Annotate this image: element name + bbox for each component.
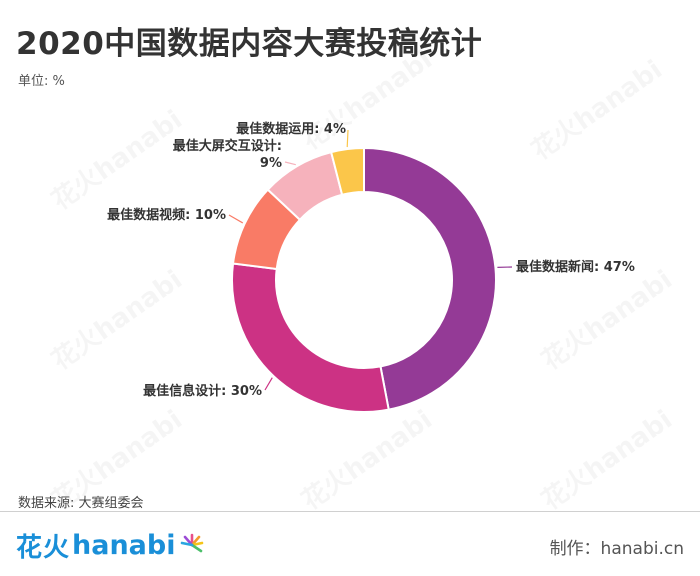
slice-label-3: 最佳数据视频: 10%	[107, 207, 226, 223]
slice-label-4-value: 9%	[260, 156, 282, 171]
leader-line-4	[284, 161, 296, 166]
donut-slice-5	[329, 146, 365, 196]
slice-label-1: 最佳数据新闻: 47%	[516, 259, 635, 275]
unit-label: 单位: %	[18, 74, 65, 89]
data-source: 数据来源: 大赛组委会	[18, 496, 144, 511]
leader-line-3	[228, 214, 244, 224]
credit-text: 制作：hanabi.cn	[549, 539, 684, 559]
logo-text-cn: 花火	[16, 532, 71, 563]
logo-text-en: hanabi	[72, 529, 176, 561]
footer-divider	[0, 511, 700, 512]
leader-line-5	[346, 129, 349, 148]
hanabi-logo: 花火 hanabi	[16, 524, 205, 566]
chart-title: 2020中国数据内容大赛投稿统计	[16, 26, 483, 62]
firework-icon	[181, 533, 204, 553]
donut-slice-1	[363, 146, 497, 411]
slice-label-2: 最佳信息设计: 30%	[143, 383, 262, 399]
leader-line-2	[264, 377, 273, 391]
slice-label-5: 最佳数据运用: 4%	[236, 121, 346, 137]
slice-label-4: 最佳大屏交互设计:	[173, 138, 282, 154]
